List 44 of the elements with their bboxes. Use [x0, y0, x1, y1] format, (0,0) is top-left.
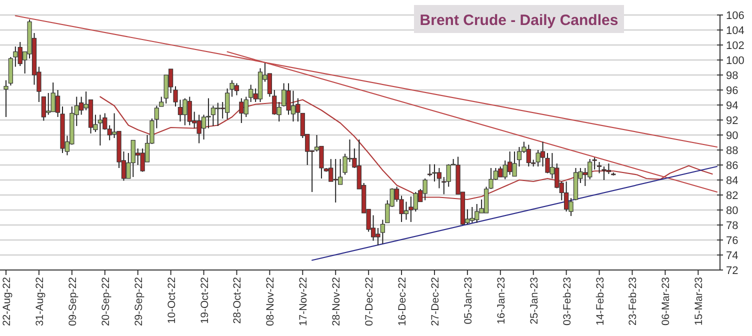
y-tick-label: 84 [726, 174, 738, 187]
x-tick-label: 22-Aug-22 [1, 276, 13, 326]
x-tick-label: 14-Feb-23 [594, 276, 606, 326]
y-tick-label: 74 [726, 250, 738, 262]
y-tick-label: 96 [726, 84, 738, 97]
y-tick-label: 88 [726, 144, 738, 157]
x-tick-label: 08-Nov-22 [264, 276, 277, 326]
x-tick-label: 05-Jan-23 [462, 276, 474, 324]
y-tick-label: 72 [726, 264, 738, 277]
x-tick-label: 06-Mar-23 [660, 276, 672, 326]
x-tick-label: 03-Feb-23 [561, 276, 574, 326]
y-tick-label: 92 [726, 114, 738, 127]
x-tick-label: 19-Oct-22 [198, 276, 211, 324]
x-tick-label: 10-Oct-22 [166, 276, 178, 324]
y-tick-label: 86 [726, 160, 738, 172]
y-tick-label: 76 [726, 234, 738, 247]
x-tick-label: 17-Nov-22 [298, 276, 310, 326]
x-tick-label: 31-Aug-22 [34, 276, 46, 326]
y-tick-label: 104 [726, 24, 744, 37]
x-tick-label: 07-Dec-22 [364, 276, 376, 326]
y-tick-label: 94 [726, 100, 738, 112]
x-tick-label: 29-Sep-22 [132, 276, 145, 326]
y-tick-label: 102 [726, 40, 744, 52]
candlestick [159, 96, 164, 107]
y-tick-label: 80 [726, 204, 738, 217]
y-tick-label: 106 [726, 10, 744, 22]
x-tick-label: 09-Sep-22 [66, 276, 79, 326]
x-tick-label: 20-Sep-22 [100, 276, 112, 326]
y-tick-label: 98 [726, 70, 738, 82]
y-tick-label: 90 [726, 130, 738, 142]
x-tick-label: 25-Jan-23 [528, 276, 540, 324]
y-tick-label: 100 [726, 54, 744, 67]
x-tick-label: 16-Dec-22 [396, 276, 409, 326]
x-tick-label: 27-Dec-22 [429, 276, 442, 326]
candlestick [4, 80, 8, 118]
candlestick [592, 157, 597, 170]
x-tick-label: 16-Jan-23 [495, 276, 508, 324]
x-tick-label: 23-Feb-23 [627, 276, 640, 326]
x-tick-label: 15-Mar-23 [693, 276, 706, 326]
y-tick-label: 82 [726, 190, 738, 202]
y-tick-label: 78 [726, 220, 738, 232]
x-tick-label: 28-Nov-22 [330, 276, 343, 326]
x-tick-label: 28-Oct-22 [232, 276, 244, 324]
chart-title: Brent Crude - Daily Candles [420, 12, 618, 29]
